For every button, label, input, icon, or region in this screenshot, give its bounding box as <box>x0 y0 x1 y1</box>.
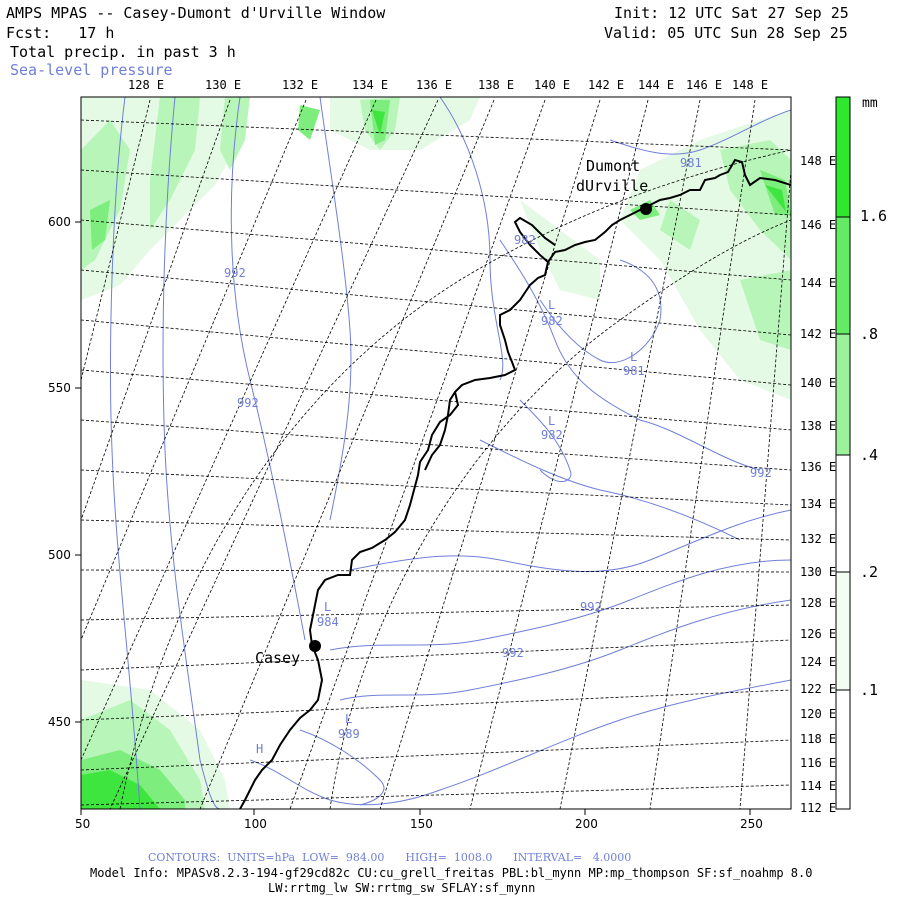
lon-label: 120 E <box>800 707 837 721</box>
contour-label: 992 <box>502 646 524 660</box>
lon-label: 116 E <box>800 756 837 770</box>
contour-label: 992 <box>580 600 602 614</box>
contour-label: L <box>548 298 556 312</box>
contour-label: L <box>548 414 556 428</box>
contours-info: CONTOURS: UNITS=hPa LOW= 984.00 HIGH= 10… <box>148 851 632 864</box>
station-dot-dumont <box>640 203 652 215</box>
lon-label: 144 E <box>638 78 675 92</box>
lon-label: 142 E <box>588 78 625 92</box>
model-info-2: LW:rrtmg_lw SW:rrtmg_sw SFLAY:sf_mynn <box>268 881 536 895</box>
contour-label: 989 <box>338 727 360 741</box>
lon-label: 146 E <box>686 78 723 92</box>
contour-label: 992 <box>224 266 246 280</box>
slp-contours <box>110 97 791 809</box>
contour-label: H <box>256 742 264 756</box>
map-title: AMPS MPAS -- Casey-Dumont d'Urville Wind… <box>6 4 386 22</box>
contour-label: 992 <box>750 466 772 480</box>
model-info: Model Info: MPASv8.2.3-194-gf29cd82c CU:… <box>90 866 813 880</box>
lon-label: 142 E <box>800 327 837 341</box>
lon-label: 130 E <box>800 565 837 579</box>
init-time: Init: 12 UTC Sat 27 Sep 25 <box>614 4 849 22</box>
colorbar <box>835 96 851 810</box>
lon-label: 130 E <box>205 78 242 92</box>
contour-label: 982 <box>514 233 536 247</box>
lon-label: 140 E <box>800 376 837 390</box>
y-tick-label: 450 <box>48 715 71 729</box>
contour-label: 992 <box>237 396 259 410</box>
x-tick-label: 150 <box>410 817 433 831</box>
forecast-hour: Fcst: 17 h <box>6 24 115 42</box>
axis-ticks <box>75 221 751 815</box>
field-label-slp: Sea-level pressure <box>10 61 173 79</box>
colorbar-label: .8 <box>860 325 879 343</box>
lon-label: 132 E <box>800 532 837 546</box>
x-tick-label: 100 <box>244 817 267 831</box>
contour-label: L <box>345 712 353 726</box>
lon-label: 122 E <box>800 682 837 696</box>
lon-label: 126 E <box>800 627 837 641</box>
lon-label: 148 E <box>732 78 769 92</box>
lon-label: 114 E <box>800 779 837 793</box>
lon-label: 148 E <box>800 154 837 168</box>
lon-label: 118 E <box>800 732 837 746</box>
contour-label: 982 <box>541 314 563 328</box>
lon-label: 138 E <box>800 419 837 433</box>
x-tick-label: 50 <box>75 817 91 831</box>
lon-label: 144 E <box>800 276 837 290</box>
x-tick-label: 200 <box>575 817 598 831</box>
colorbar-label: 1.6 <box>860 207 888 225</box>
graticule <box>81 99 791 809</box>
plot-frame <box>80 96 792 810</box>
valid-time: Valid: 05 UTC Sun 28 Sep 25 <box>604 24 848 42</box>
station-dot-casey <box>309 640 321 652</box>
lon-label: 112 E <box>800 801 837 815</box>
station-label-dumont: Dumont <box>586 157 641 175</box>
contour-label: L <box>630 350 638 364</box>
lon-label: 140 E <box>534 78 571 92</box>
y-tick-label: 600 <box>48 215 71 229</box>
lon-label: 132 E <box>282 78 319 92</box>
y-tick-label: 500 <box>48 548 71 562</box>
x-tick-label: 250 <box>740 817 763 831</box>
station-label-casey: Casey <box>255 649 301 667</box>
contour-label: 981 <box>680 156 702 170</box>
lon-label: 134 E <box>800 497 837 511</box>
field-label-precip: Total precip. in past 3 h <box>10 43 236 61</box>
colorbar-label: .4 <box>860 446 879 464</box>
contour-label: 982 <box>541 428 563 442</box>
lon-label: 146 E <box>800 218 837 232</box>
contour-label: 981 <box>623 364 645 378</box>
lon-label: 128 E <box>800 596 837 610</box>
colorbar-label: .2 <box>860 563 879 581</box>
lon-label: 136 E <box>416 78 453 92</box>
lon-label: 138 E <box>478 78 515 92</box>
lon-label: 128 E <box>128 78 165 92</box>
y-tick-label: 550 <box>48 381 71 395</box>
contour-label: L <box>324 600 332 614</box>
colorbar-unit: mm <box>862 96 878 111</box>
contour-label: 984 <box>317 615 339 629</box>
colorbar-label: .1 <box>860 681 879 699</box>
lon-label: 124 E <box>800 655 837 669</box>
lon-label: 134 E <box>352 78 389 92</box>
lon-label: 136 E <box>800 460 837 474</box>
station-label-durville: dUrville <box>576 177 649 195</box>
